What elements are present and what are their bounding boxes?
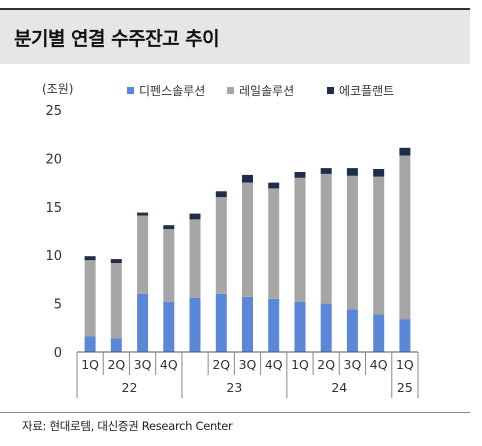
bar-4Q23-series-2 (268, 188, 280, 299)
x-tick-label-4Q22: 4Q (160, 357, 178, 372)
x-tick-label-2Q24: 2Q (317, 357, 335, 372)
y-tick-label-5: 5 (54, 298, 62, 313)
x-tick-label-3Q23: 3Q (239, 357, 257, 372)
y-tick-label-15: 15 (45, 201, 62, 216)
bar-1Q22-series-3 (84, 256, 96, 261)
x-tick-label-3Q24: 3Q (344, 357, 362, 372)
bar-1Q23-series-2 (189, 219, 201, 298)
bar-1Q23-series-3 (189, 213, 201, 220)
bar-1Q24-series-2 (294, 177, 306, 302)
x-tick-label-3Q22: 3Q (134, 357, 152, 372)
year-label-25: 25 (397, 380, 413, 395)
bar-3Q22-series-2 (137, 215, 149, 294)
bar-2Q24-series-2 (320, 173, 332, 304)
bar-1Q25-series-3 (399, 147, 411, 156)
y-tick-label-25: 25 (45, 104, 62, 119)
bar-4Q22-series-1 (163, 301, 175, 352)
bar-1Q25-series-2 (399, 155, 411, 320)
x-tick-label-4Q23: 4Q (265, 357, 283, 372)
bar-4Q22-series-3 (163, 225, 175, 230)
bar-2Q23-series-2 (215, 197, 227, 294)
y-tick-label-10: 10 (45, 249, 62, 264)
bar-1Q22-series-1 (84, 336, 96, 352)
x-tick-label-2Q23: 2Q (212, 357, 230, 372)
unit-label: (조원) (42, 82, 73, 96)
bar-1Q24-series-3 (294, 172, 306, 178)
x-tick-label-4Q24: 4Q (370, 357, 388, 372)
bar-1Q23-series-1 (189, 297, 201, 352)
bar-3Q23-series-3 (242, 174, 253, 183)
bar-4Q22-series-2 (163, 229, 175, 302)
stacked-bar-chart: (조원) 디펜스솔루션 레일솔루션 에코플랜트 0 5 10 15 20 25 1Q 2Q 3Q 4Q 2Q… (42, 82, 419, 398)
bar-1Q25-series-1 (399, 319, 411, 352)
bar-4Q24-series-3 (373, 169, 385, 177)
source-note: 자료: 현대로템, 대신증권 Research Center (22, 419, 233, 433)
y-tick-label-0: 0 (54, 346, 62, 361)
legend-swatch-3 (327, 87, 334, 94)
legend-label-3: 에코플랜트 (339, 84, 394, 98)
x-tick-label-1Q22: 1Q (81, 357, 99, 372)
bar-1Q22-series-2 (84, 260, 96, 337)
bar-4Q24-series-2 (373, 176, 385, 315)
bar-4Q24-series-1 (373, 314, 385, 352)
bar-2Q24-series-3 (320, 168, 332, 174)
bar-2Q22-series-3 (110, 259, 122, 263)
source-divider (0, 412, 470, 413)
bar-2Q23-series-3 (215, 191, 227, 198)
bar-3Q22-series-1 (137, 293, 149, 352)
bar-2Q22-series-2 (110, 262, 122, 339)
x-tick-label-1Q24: 1Q (291, 357, 309, 372)
bar-3Q22-series-3 (137, 212, 149, 216)
bar-2Q23-series-1 (215, 293, 227, 352)
x-tick-label-1Q25: 1Q (396, 357, 414, 372)
bar-1Q24-series-1 (294, 301, 306, 352)
bar-3Q24-series-2 (346, 175, 358, 310)
bar-2Q22-series-1 (110, 338, 122, 352)
legend-label-2: 레일솔루션 (239, 84, 294, 98)
year-label-23: 23 (226, 380, 242, 395)
title-bar: 분기별 연결 수주잔고 추이 (0, 8, 470, 64)
legend-label-1: 디펜스솔루션 (139, 84, 205, 98)
year-label-22: 22 (122, 380, 138, 395)
bar-3Q23-series-2 (242, 182, 253, 297)
y-tick-label-20: 20 (45, 152, 62, 167)
bar-4Q23-series-1 (268, 298, 280, 352)
chart-title: 분기별 연결 수주잔고 추이 (14, 28, 220, 50)
bar-3Q24-series-3 (346, 168, 358, 176)
bar-3Q23-series-1 (242, 296, 253, 352)
year-label-24: 24 (331, 380, 347, 395)
bar-2Q24-series-1 (320, 303, 332, 352)
x-tick-label-2Q22: 2Q (107, 357, 125, 372)
bar-3Q24-series-1 (346, 309, 358, 352)
legend-swatch-2 (227, 87, 234, 94)
legend-swatch-1 (127, 87, 134, 94)
bar-4Q23-series-3 (268, 182, 280, 189)
